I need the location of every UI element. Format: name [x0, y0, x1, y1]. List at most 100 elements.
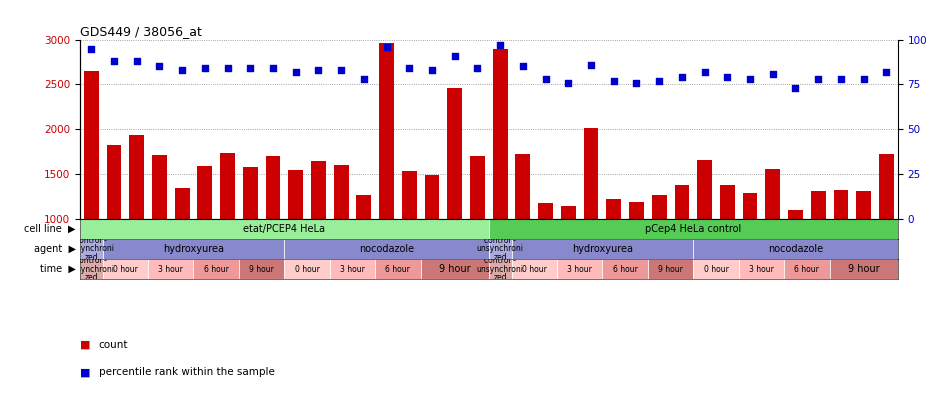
Bar	[511, 259, 556, 279]
Point	[788, 85, 803, 91]
Bar	[84, 71, 99, 308]
Bar	[743, 193, 758, 308]
Bar	[239, 259, 285, 279]
Point	[220, 65, 235, 71]
Text: 0 hour: 0 hour	[522, 265, 547, 274]
Bar	[356, 195, 371, 308]
Text: cell line  ▶: cell line ▶	[24, 224, 76, 234]
Bar	[675, 185, 689, 308]
Bar	[694, 239, 898, 259]
Text: control -
unsynchroni
zed: control - unsynchroni zed	[68, 256, 115, 282]
Text: 6 hour: 6 hour	[794, 265, 820, 274]
Point	[697, 69, 713, 75]
Point	[334, 67, 349, 73]
Bar	[648, 259, 693, 279]
Text: 3 hour: 3 hour	[158, 265, 183, 274]
Bar	[330, 259, 375, 279]
Bar	[603, 259, 648, 279]
Text: time  ▶: time ▶	[39, 264, 76, 274]
Bar	[788, 210, 803, 308]
Bar	[402, 171, 416, 308]
Point	[674, 74, 689, 80]
Text: 6 hour: 6 hour	[204, 265, 228, 274]
Text: 9 hour: 9 hour	[848, 264, 880, 274]
Text: hydroxyurea: hydroxyurea	[572, 244, 633, 254]
Bar	[694, 259, 739, 279]
Bar	[197, 166, 212, 308]
Bar	[834, 190, 848, 308]
Bar	[266, 156, 280, 308]
Bar	[879, 154, 894, 308]
Point	[720, 74, 735, 80]
Bar	[106, 145, 121, 308]
Text: 6 hour: 6 hour	[385, 265, 411, 274]
Text: 6 hour: 6 hour	[613, 265, 637, 274]
Bar	[243, 167, 258, 308]
Bar	[311, 161, 326, 308]
Point	[379, 44, 394, 50]
Bar	[175, 188, 190, 308]
Text: 3 hour: 3 hour	[340, 265, 365, 274]
Bar	[375, 259, 421, 279]
Point	[515, 63, 530, 70]
Point	[743, 76, 758, 82]
Point	[493, 42, 508, 48]
Bar	[379, 43, 394, 308]
Text: percentile rank within the sample: percentile rank within the sample	[99, 367, 274, 377]
Text: 0 hour: 0 hour	[703, 265, 728, 274]
Point	[538, 76, 553, 82]
Bar	[470, 156, 485, 308]
Point	[765, 70, 780, 77]
Point	[470, 65, 485, 71]
Point	[152, 63, 167, 70]
Bar	[80, 239, 102, 259]
Bar	[515, 154, 530, 308]
Bar	[784, 259, 829, 279]
Text: 3 hour: 3 hour	[567, 265, 592, 274]
Point	[629, 80, 644, 86]
Bar	[102, 239, 285, 259]
Bar	[194, 259, 239, 279]
Bar	[80, 219, 489, 239]
Bar	[511, 239, 694, 259]
Text: 9 hour: 9 hour	[439, 264, 471, 274]
Bar	[489, 259, 511, 279]
Point	[856, 76, 871, 82]
Text: 9 hour: 9 hour	[249, 265, 274, 274]
Bar	[493, 49, 508, 308]
Point	[425, 67, 440, 73]
Point	[651, 78, 666, 84]
Bar	[811, 191, 825, 308]
Point	[175, 67, 190, 73]
Point	[401, 65, 416, 71]
Point	[834, 76, 849, 82]
Bar	[149, 259, 194, 279]
Text: control -
unsynchroni
zed: control - unsynchroni zed	[477, 256, 524, 282]
Point	[584, 61, 599, 68]
Text: control -
unsynchroni
zed: control - unsynchroni zed	[68, 236, 115, 262]
Point	[129, 58, 144, 64]
Bar	[284, 239, 489, 259]
Bar	[447, 88, 462, 308]
Text: 0 hour: 0 hour	[294, 265, 320, 274]
Text: GDS449 / 38056_at: GDS449 / 38056_at	[80, 25, 202, 38]
Point	[311, 67, 326, 73]
Bar	[829, 259, 898, 279]
Text: nocodazole: nocodazole	[359, 244, 415, 254]
Text: ■: ■	[80, 367, 90, 377]
Point	[243, 65, 258, 71]
Point	[879, 69, 894, 75]
Bar	[334, 165, 349, 308]
Point	[265, 65, 280, 71]
Bar	[697, 160, 712, 308]
Point	[356, 76, 371, 82]
Bar	[80, 259, 102, 279]
Bar	[765, 169, 780, 308]
Text: agent  ▶: agent ▶	[34, 244, 76, 254]
Bar	[556, 259, 603, 279]
Bar	[284, 259, 330, 279]
Bar	[489, 219, 898, 239]
Bar	[739, 259, 784, 279]
Text: nocodazole: nocodazole	[768, 244, 823, 254]
Text: etat/PCEP4 HeLa: etat/PCEP4 HeLa	[243, 224, 325, 234]
